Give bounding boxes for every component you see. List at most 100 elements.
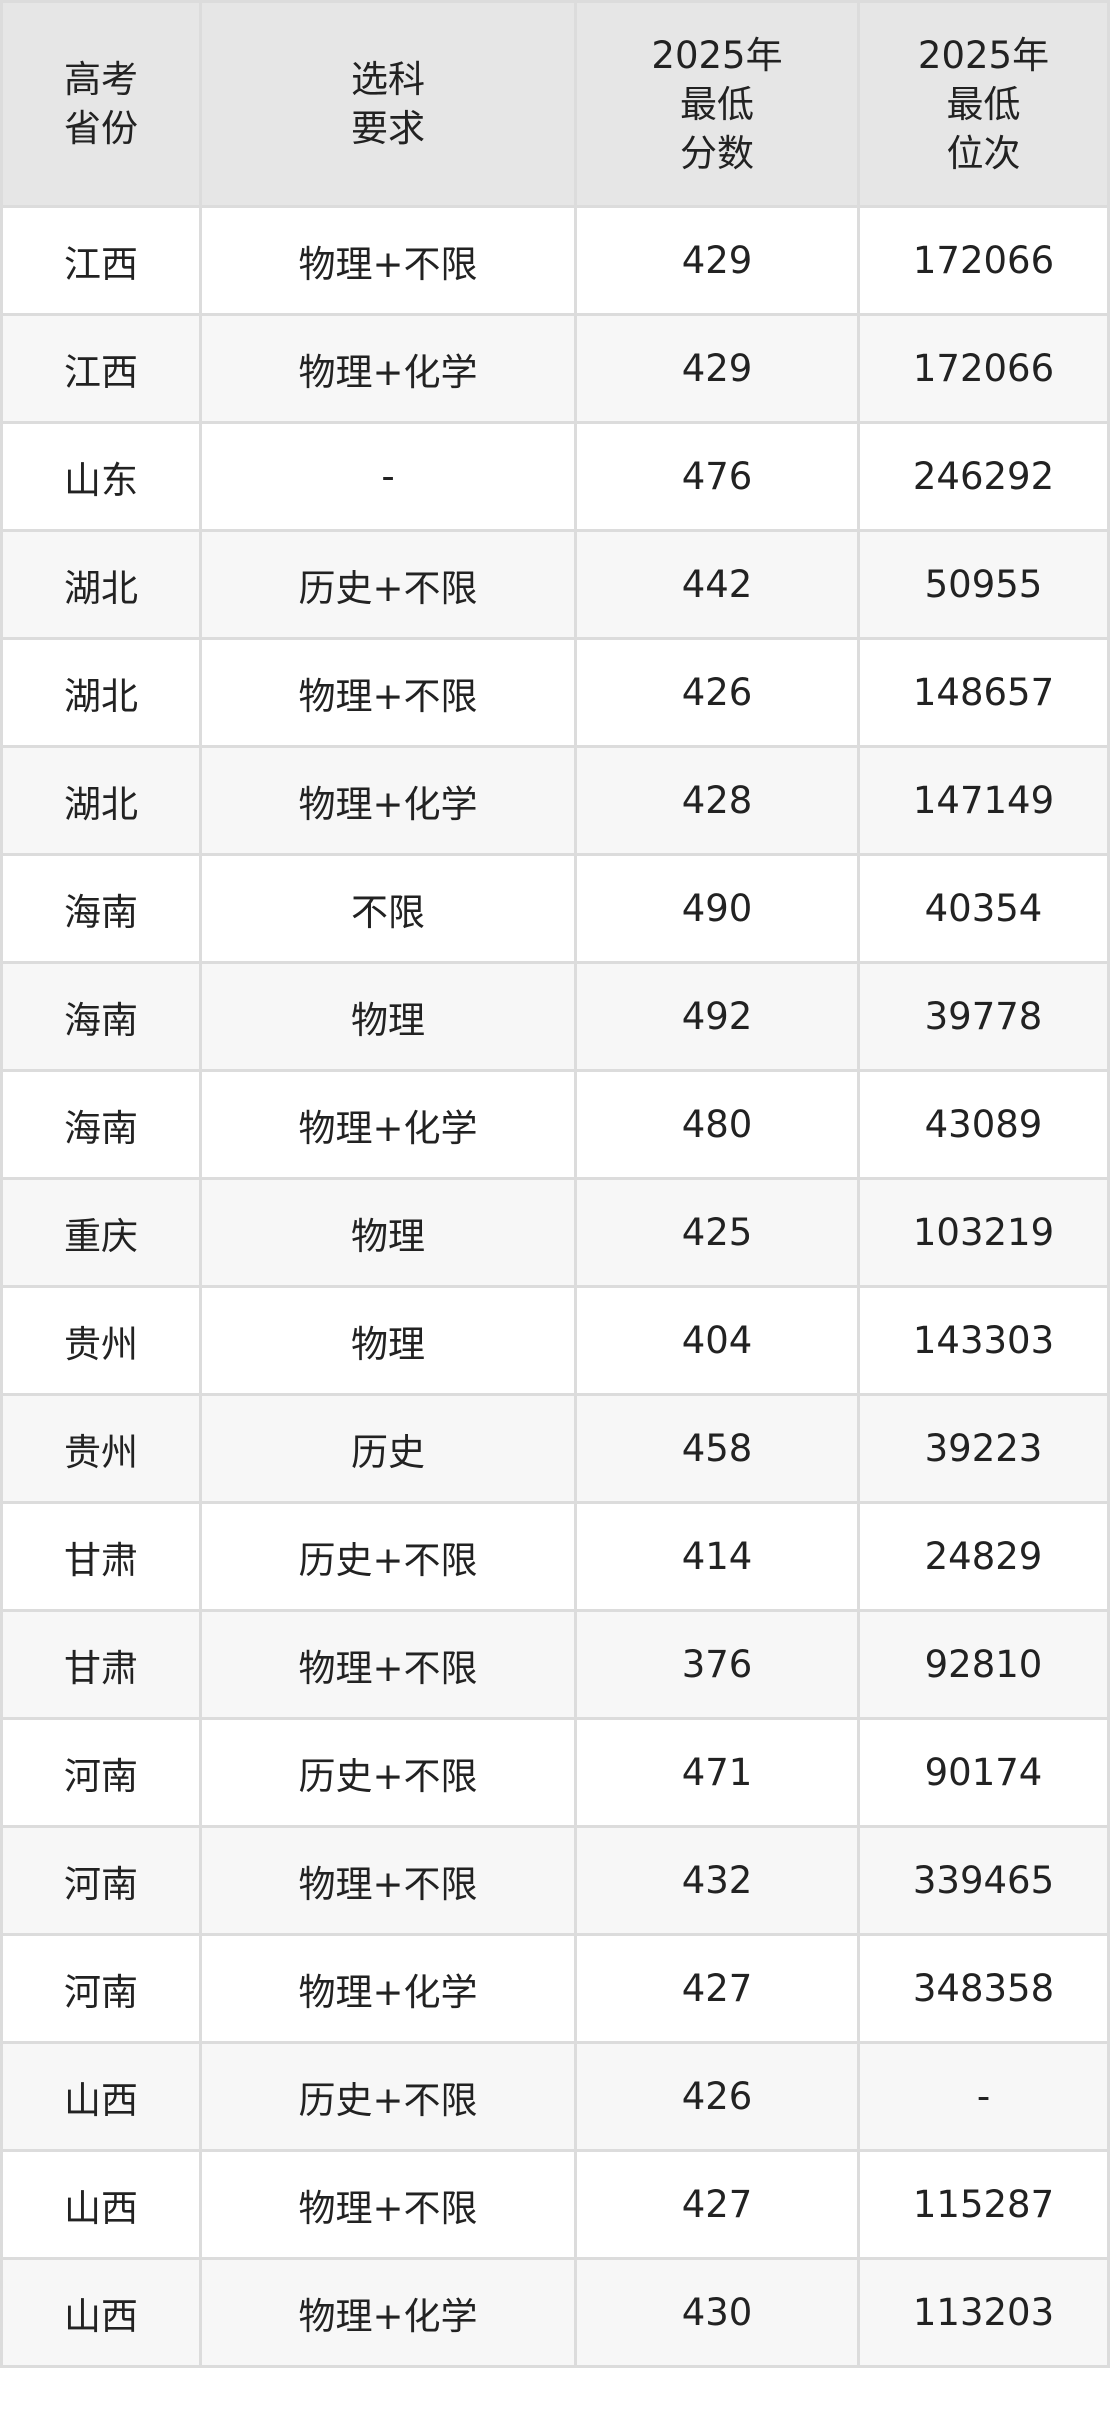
cell-subject: 物理+化学 [199,2257,577,2368]
table-header-row: 高考 省份 选科 要求 2025年 最低 分数 2025年 最低 位次 [0,0,1110,208]
table-row: 河南 物理+化学 427 348358 [0,1933,1110,2044]
cell-min-score: 476 [574,421,860,532]
cell-province: 河南 [0,1933,202,2044]
cell-min-score: 432 [574,1825,860,1936]
cell-province: 重庆 [0,1177,202,1288]
cell-subject: 历史+不限 [199,1717,577,1828]
cell-subject: 物理+不限 [199,205,577,316]
table-row: 贵州 历史 458 39223 [0,1393,1110,1504]
cell-min-rank: 148657 [857,637,1110,748]
table-row: 甘肃 物理+不限 376 92810 [0,1609,1110,1720]
cell-min-score: 480 [574,1069,860,1180]
cell-min-rank: 40354 [857,853,1110,964]
cell-subject: 物理 [199,961,577,1072]
cell-min-rank: 92810 [857,1609,1110,1720]
cell-min-score: 492 [574,961,860,1072]
cell-province: 山西 [0,2257,202,2368]
cell-min-rank: 246292 [857,421,1110,532]
header-line: 选科 [351,58,425,101]
cell-min-rank: 115287 [857,2149,1110,2260]
table-row: 海南 物理+化学 480 43089 [0,1069,1110,1180]
header-line: 位次 [946,131,1021,175]
table-row: 山西 历史+不限 426- [0,2041,1110,2152]
cell-province: 海南 [0,853,202,964]
table-row: 海南 物理 492 39778 [0,961,1110,1072]
cell-subject: 历史+不限 [199,1501,577,1612]
header-line: 分数 [680,131,754,175]
cell-province: 贵州 [0,1393,202,1504]
cell-province: 江西 [0,313,202,424]
cell-province: 甘肃 [0,1501,202,1612]
cell-province: 湖北 [0,637,202,748]
table-row: 甘肃 历史+不限 414 24829 [0,1501,1110,1612]
header-line: 2025年 [651,33,783,77]
cell-min-score: 458 [574,1393,860,1504]
cell-province: 海南 [0,961,202,1072]
table-row: 湖北 物理+不限 426 148657 [0,637,1110,748]
cell-subject: 物理 [199,1177,577,1288]
table-row: 山西 物理+不限 427 115287 [0,2149,1110,2260]
cell-min-score: 442 [574,529,860,640]
header-line: 2025年 [917,33,1050,77]
cell-min-score: 471 [574,1717,860,1828]
table-row: 河南 物理+不限 432 339465 [0,1825,1110,1936]
cell-subject: - [199,421,577,532]
header-line: 省份 [64,107,138,150]
cell-subject: 物理+不限 [199,2149,577,2260]
table-row: 贵州 物理 404 143303 [0,1285,1110,1396]
table-row: 湖北 物理+化学 428 147149 [0,745,1110,856]
cell-min-rank: 24829 [857,1501,1110,1612]
cell-min-score: 427 [574,2149,860,2260]
cell-subject: 物理 [199,1285,577,1396]
header-line: 最低 [680,82,754,126]
header-province: 高考 省份 [0,0,202,208]
cell-min-rank: 39778 [857,961,1110,1072]
cell-province: 湖北 [0,529,202,640]
table-row: 山东 -476 246292 [0,421,1110,532]
cell-min-score: 430 [574,2257,860,2368]
cell-min-score: 425 [574,1177,860,1288]
cell-min-score: 490 [574,853,860,964]
table-row: 江西 物理+化学 429 172066 [0,313,1110,424]
cell-subject: 物理+化学 [199,1933,577,2044]
cell-min-rank: 348358 [857,1933,1110,2044]
cell-province: 江西 [0,205,202,316]
cell-min-rank: 143303 [857,1285,1110,1396]
table-row: 重庆 物理 425 103219 [0,1177,1110,1288]
cell-min-rank: 103219 [857,1177,1110,1288]
cell-province: 山东 [0,421,202,532]
cell-min-score: 426 [574,637,860,748]
cell-subject: 物理+化学 [199,313,577,424]
table-row: 江西 物理+不限 429 172066 [0,205,1110,316]
cell-min-rank: 339465 [857,1825,1110,1936]
cell-min-rank: 147149 [857,745,1110,856]
cell-min-score: 429 [574,205,860,316]
cell-subject: 物理+化学 [199,1069,577,1180]
cell-subject: 物理+不限 [199,1609,577,1720]
cell-min-score: 427 [574,1933,860,2044]
cell-province: 海南 [0,1069,202,1180]
cell-subject: 历史+不限 [199,2041,577,2152]
cell-province: 湖北 [0,745,202,856]
cell-min-rank: 172066 [857,313,1110,424]
admission-score-table: 高考 省份 选科 要求 2025年 最低 分数 2025年 最低 位次 江西 物理… [0,0,1110,2368]
cell-subject: 不限 [199,853,577,964]
cell-subject: 历史+不限 [199,529,577,640]
table-row: 山西 物理+化学 430 113203 [0,2257,1110,2368]
cell-province: 贵州 [0,1285,202,1396]
cell-min-rank: 39223 [857,1393,1110,1504]
cell-min-rank: 43089 [857,1069,1110,1180]
cell-min-score: 428 [574,745,860,856]
cell-province: 河南 [0,1825,202,1936]
header-subject: 选科 要求 [199,0,577,208]
cell-min-rank: 113203 [857,2257,1110,2368]
cell-province: 河南 [0,1717,202,1828]
header-min-score: 2025年 最低 分数 [574,0,860,208]
table-row: 湖北 历史+不限 442 50955 [0,529,1110,640]
cell-subject: 物理+不限 [199,1825,577,1936]
table-row: 海南 不限 490 40354 [0,853,1110,964]
cell-subject: 物理+不限 [199,637,577,748]
cell-subject: 物理+化学 [199,745,577,856]
cell-min-score: 426 [574,2041,860,2152]
cell-province: 山西 [0,2041,202,2152]
